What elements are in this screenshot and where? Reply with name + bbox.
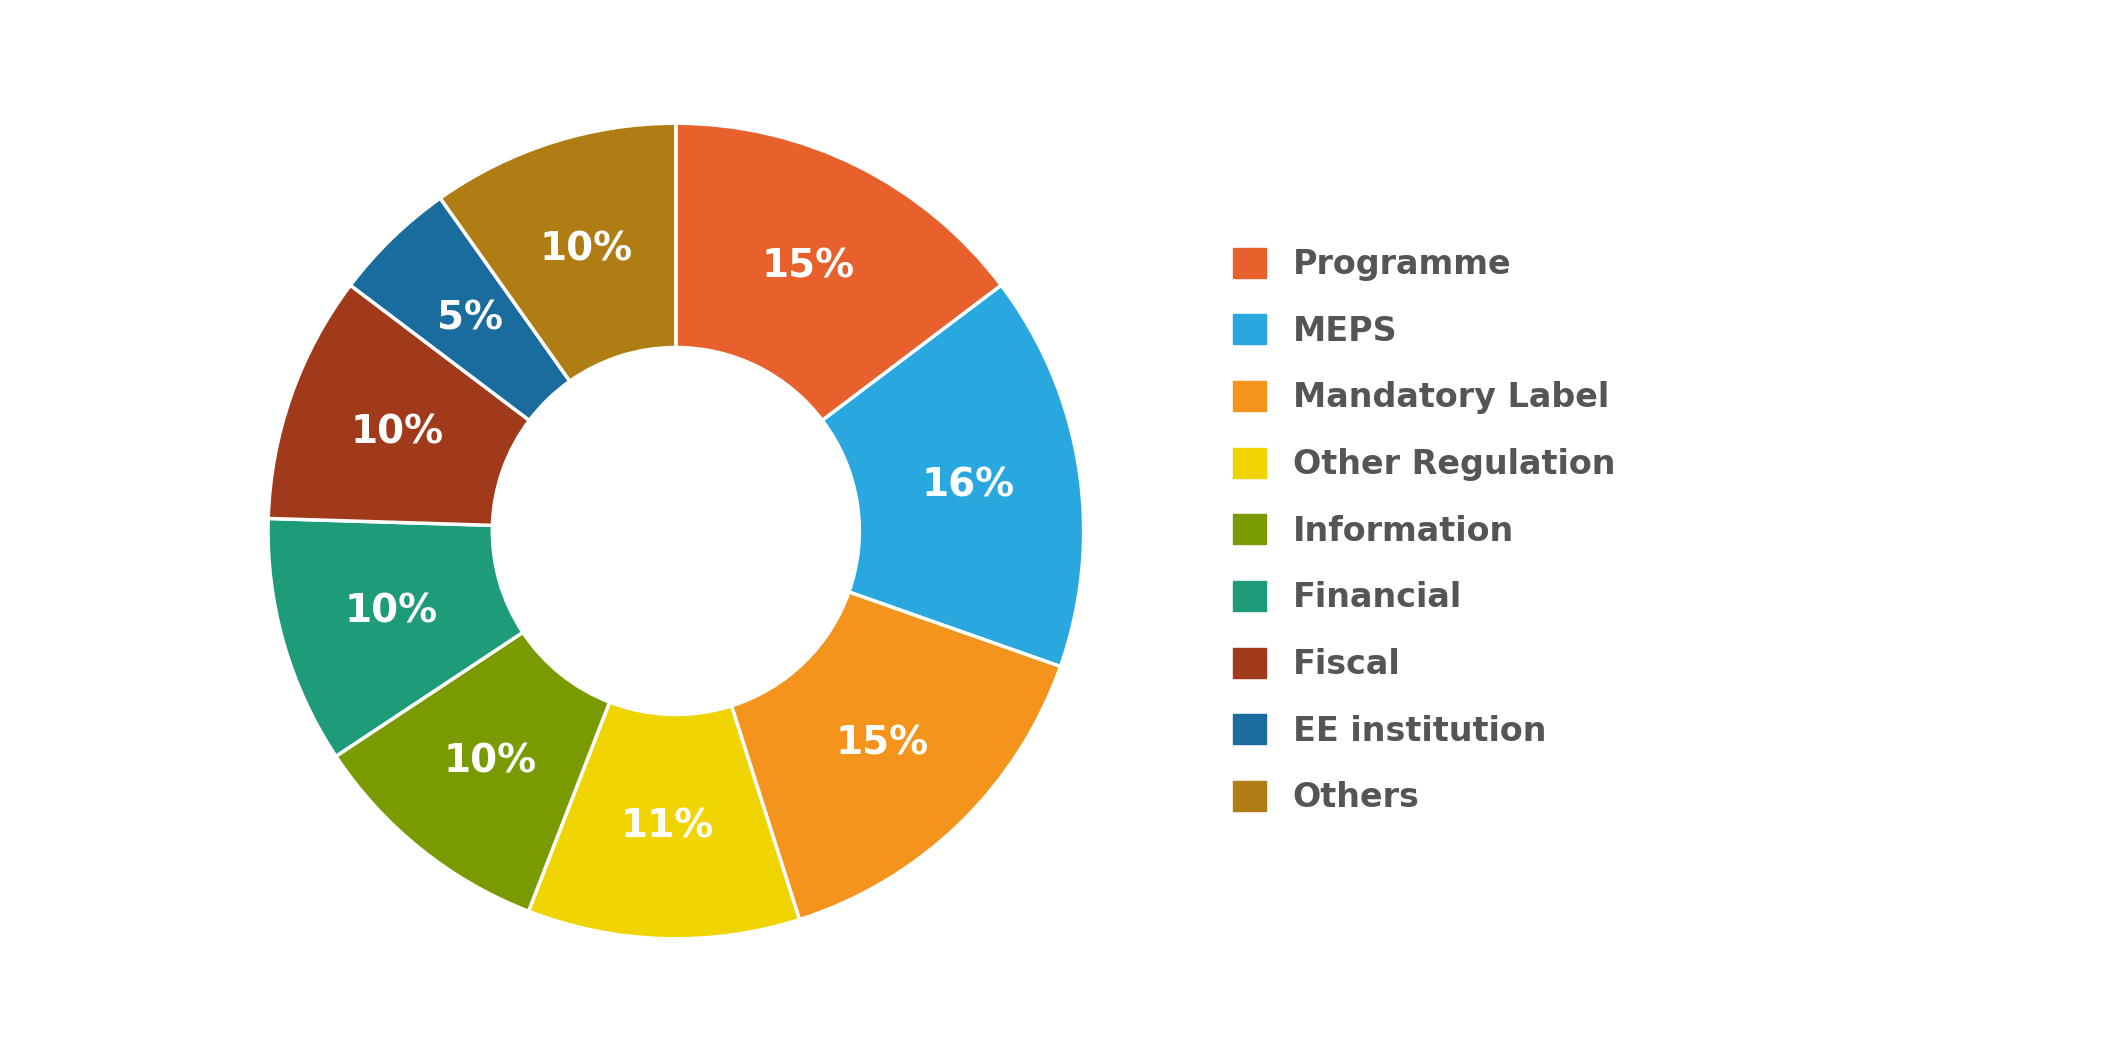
Text: 10%: 10% xyxy=(351,414,444,451)
Text: 15%: 15% xyxy=(834,724,927,763)
Text: 10%: 10% xyxy=(444,742,536,781)
Text: 10%: 10% xyxy=(344,593,437,631)
Wedge shape xyxy=(268,518,524,756)
Wedge shape xyxy=(351,199,570,421)
Text: 11%: 11% xyxy=(621,807,714,845)
Wedge shape xyxy=(676,123,1001,421)
Text: 16%: 16% xyxy=(921,466,1014,504)
Text: 15%: 15% xyxy=(760,247,853,286)
Text: 5%: 5% xyxy=(437,299,503,338)
Text: 10%: 10% xyxy=(541,230,634,269)
Legend: Programme, MEPS, Mandatory Label, Other Regulation, Information, Financial, Fisc: Programme, MEPS, Mandatory Label, Other … xyxy=(1223,238,1624,824)
Wedge shape xyxy=(528,702,800,939)
Wedge shape xyxy=(731,592,1060,920)
Wedge shape xyxy=(822,286,1083,667)
Wedge shape xyxy=(439,123,676,381)
Wedge shape xyxy=(268,286,530,526)
Wedge shape xyxy=(336,632,610,911)
